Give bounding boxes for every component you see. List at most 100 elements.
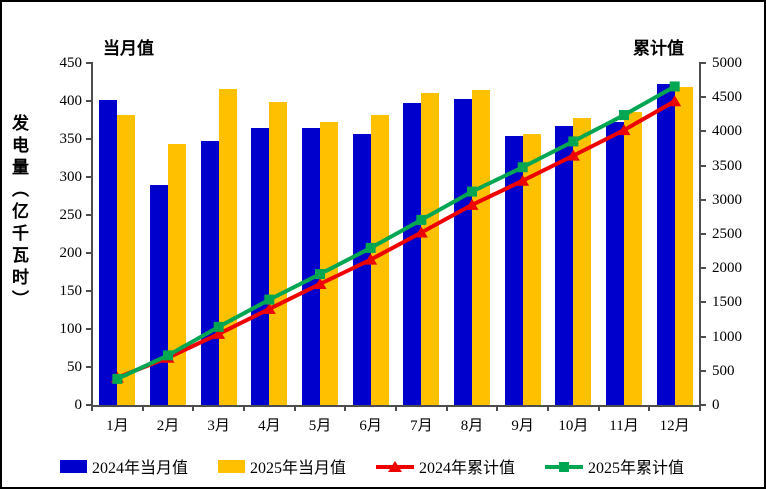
legend-label: 2025年当月值 bbox=[250, 460, 347, 477]
legend-item-2025年累计值: 2025年累计值 bbox=[545, 454, 684, 478]
square-marker-month-6 bbox=[365, 242, 376, 253]
x-axis-tick bbox=[293, 405, 296, 411]
right-axis-line bbox=[699, 63, 701, 407]
bar-2025-month-2 bbox=[168, 143, 186, 405]
right-axis-header: 累计值 bbox=[633, 39, 684, 58]
triangle-marker-month-5 bbox=[313, 278, 327, 290]
bar-2025-month-9 bbox=[522, 134, 541, 405]
triangle-marker-month-10 bbox=[566, 149, 580, 161]
bar-2025-month-8 bbox=[472, 90, 490, 405]
triangle-marker-month-12 bbox=[668, 95, 682, 107]
bar-2024-month-2 bbox=[150, 184, 168, 405]
left-axis-tick bbox=[86, 252, 93, 254]
x-axis-label: 6月 bbox=[359, 418, 382, 434]
bar-2024-month-8 bbox=[454, 98, 472, 405]
bar-2024-month-1 bbox=[99, 100, 118, 405]
right-axis-tick bbox=[699, 198, 706, 201]
legend-item-2025年当月值: 2025年当月值 bbox=[218, 454, 346, 478]
left-axis-tick bbox=[86, 366, 93, 368]
right-axis-tick bbox=[699, 369, 706, 372]
x-axis-label: 1月 bbox=[106, 418, 129, 434]
right-axis-tick-label: 0 bbox=[712, 397, 720, 413]
x-axis-tick bbox=[445, 405, 448, 411]
bar-2025-month-12 bbox=[674, 87, 693, 405]
right-axis-tick-label: 500 bbox=[712, 362, 735, 379]
left-axis-line bbox=[91, 63, 93, 407]
bar-2025-month-11 bbox=[624, 112, 642, 405]
right-axis-tick bbox=[699, 404, 706, 406]
left-axis-tick-label: 350 bbox=[59, 131, 83, 147]
right-axis-tick-label: 4500 bbox=[712, 89, 742, 106]
x-axis-tick bbox=[192, 405, 195, 411]
legend-triangle-marker bbox=[388, 460, 403, 472]
left-axis-tick bbox=[86, 404, 93, 406]
left-axis-tick-label: 100 bbox=[59, 321, 83, 337]
line-2024-cumulative bbox=[116, 99, 676, 380]
bar-2024-month-4 bbox=[251, 127, 270, 405]
right-axis-tick-label: 2500 bbox=[712, 226, 742, 242]
right-axis-tick bbox=[699, 301, 706, 304]
x-axis-tick bbox=[496, 405, 499, 411]
bar-2025-month-5 bbox=[320, 121, 338, 405]
square-marker-month-12 bbox=[669, 81, 680, 92]
legend-label: 2024年当月值 bbox=[92, 460, 189, 477]
left-axis-tick bbox=[86, 290, 93, 292]
legend-item-2024年累计值: 2024年累计值 bbox=[376, 454, 515, 478]
right-axis-tick-label: 1500 bbox=[712, 294, 742, 311]
right-axis-tick bbox=[699, 335, 706, 338]
left-axis-tick-label: 150 bbox=[59, 283, 83, 299]
legend-swatch-line bbox=[545, 460, 584, 473]
x-axis-tick bbox=[91, 405, 93, 411]
triangle-marker-month-7 bbox=[414, 226, 428, 238]
left-axis-tick-label: 200 bbox=[59, 245, 83, 261]
legend: 2024年当月值 2025年当月值 2024年累计值 2025年累计值 bbox=[60, 454, 684, 478]
square-marker-month-2 bbox=[163, 350, 173, 361]
legend-swatch-bar bbox=[60, 459, 87, 473]
bar-2025-month-6 bbox=[370, 114, 389, 405]
bar-2025-month-4 bbox=[269, 101, 288, 405]
x-axis-label: 4月 bbox=[258, 418, 281, 434]
left-axis-tick-label: 50 bbox=[67, 359, 82, 375]
left-axis-tick-label: 0 bbox=[74, 397, 83, 413]
right-axis-tick bbox=[699, 96, 706, 99]
bar-2025-month-10 bbox=[573, 117, 592, 405]
square-marker-month-8 bbox=[467, 186, 477, 197]
left-axis-tick bbox=[86, 62, 93, 64]
left-axis-tick bbox=[86, 100, 93, 102]
right-axis-tick-label: 2000 bbox=[712, 260, 742, 277]
x-axis-label: 12月 bbox=[659, 418, 690, 434]
bar-2024-month-5 bbox=[302, 127, 320, 405]
left-axis-tick-label: 300 bbox=[59, 169, 83, 185]
legend-swatch-bar bbox=[218, 459, 246, 473]
triangle-marker-month-8 bbox=[465, 198, 479, 210]
right-axis-tick-label: 5000 bbox=[712, 55, 742, 71]
x-axis-tick bbox=[141, 405, 144, 411]
x-axis-tick bbox=[547, 405, 549, 411]
x-axis-label: 8月 bbox=[460, 418, 484, 434]
square-marker-month-1 bbox=[112, 373, 123, 384]
square-marker-month-5 bbox=[315, 269, 325, 280]
y-axis-title: 发电量（亿千瓦时） bbox=[9, 114, 28, 312]
line-series-layer bbox=[110, 81, 682, 384]
right-axis-tick-label: 3000 bbox=[712, 191, 742, 208]
bar-2024-month-9 bbox=[504, 135, 523, 405]
triangle-marker-month-11 bbox=[617, 124, 631, 136]
x-axis-label: 5月 bbox=[308, 418, 332, 434]
square-marker-month-9 bbox=[517, 162, 528, 173]
line-2025-cumulative bbox=[116, 84, 676, 381]
bar-2024-month-10 bbox=[555, 126, 574, 405]
triangle-marker-month-4 bbox=[262, 302, 276, 314]
x-axis-tick bbox=[648, 405, 651, 411]
legend-item-2024年当月值: 2024年当月值 bbox=[60, 454, 188, 478]
legend-swatch-line bbox=[376, 460, 415, 473]
right-axis-tick bbox=[699, 164, 706, 167]
right-axis-tick bbox=[699, 62, 706, 64]
x-axis-label: 3月 bbox=[207, 418, 230, 434]
left-axis-tick bbox=[86, 138, 93, 140]
left-axis-header: 当月值 bbox=[103, 39, 154, 58]
legend-square-marker bbox=[559, 461, 570, 472]
square-marker-month-11 bbox=[619, 110, 629, 121]
left-axis-tick bbox=[86, 328, 93, 330]
bar-2024-month-6 bbox=[352, 134, 371, 405]
